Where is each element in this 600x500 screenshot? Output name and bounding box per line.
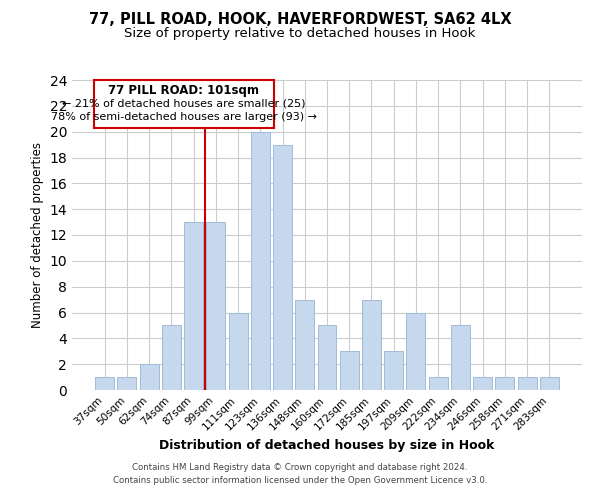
Y-axis label: Number of detached properties: Number of detached properties (31, 142, 44, 328)
Bar (94, 80, 274, 128)
Bar (340, 351, 359, 390)
Bar (496, 377, 514, 390)
Bar (540, 377, 559, 390)
Bar (429, 377, 448, 390)
Bar (362, 300, 381, 390)
Text: 77 PILL ROAD: 101sqm: 77 PILL ROAD: 101sqm (108, 84, 259, 97)
Text: Contains HM Land Registry data © Crown copyright and database right 2024.: Contains HM Land Registry data © Crown c… (132, 464, 468, 472)
Bar (317, 326, 337, 390)
Bar (384, 351, 403, 390)
Bar (406, 312, 425, 390)
Bar (295, 300, 314, 390)
Bar (451, 326, 470, 390)
Bar (206, 222, 225, 390)
Bar (229, 312, 248, 390)
Text: Contains public sector information licensed under the Open Government Licence v3: Contains public sector information licen… (113, 476, 487, 485)
Bar (273, 144, 292, 390)
Bar (95, 377, 114, 390)
Bar (473, 377, 492, 390)
Text: Size of property relative to detached houses in Hook: Size of property relative to detached ho… (124, 28, 476, 40)
Text: ← 21% of detached houses are smaller (25): ← 21% of detached houses are smaller (25… (62, 99, 305, 109)
X-axis label: Distribution of detached houses by size in Hook: Distribution of detached houses by size … (160, 438, 494, 452)
Bar (251, 132, 270, 390)
Text: 77, PILL ROAD, HOOK, HAVERFORDWEST, SA62 4LX: 77, PILL ROAD, HOOK, HAVERFORDWEST, SA62… (89, 12, 511, 28)
Bar (140, 364, 158, 390)
Text: 78% of semi-detached houses are larger (93) →: 78% of semi-detached houses are larger (… (51, 112, 317, 122)
Bar (518, 377, 536, 390)
Bar (162, 326, 181, 390)
Bar (118, 377, 136, 390)
Bar (184, 222, 203, 390)
